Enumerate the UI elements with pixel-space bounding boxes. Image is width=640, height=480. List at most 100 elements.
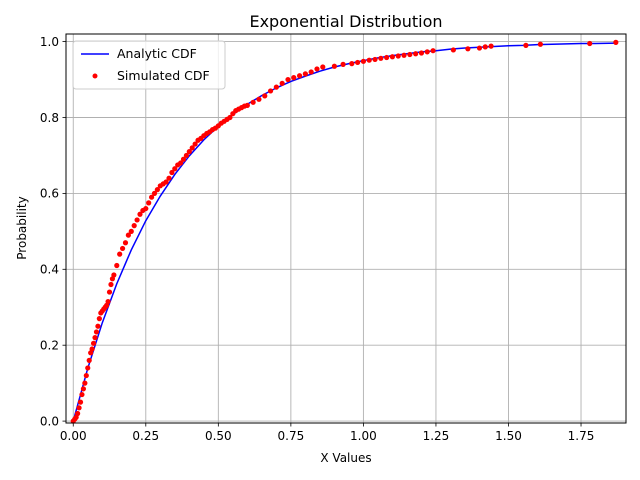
simulated-cdf-point — [146, 200, 152, 206]
simulated-cdf-point — [360, 58, 367, 64]
legend: Analytic CDF Simulated CDF — [72, 40, 226, 90]
simulated-cdf-point — [378, 55, 384, 61]
simulated-cdf-point — [418, 50, 425, 56]
simulated-cdf-point — [488, 43, 494, 49]
x-tick-label: 1.25 — [423, 429, 450, 443]
simulated-cdf-point — [372, 56, 378, 63]
simulated-cdf-point — [355, 59, 361, 66]
y-axis-ticks: 0.0 0.2 0.4 0.6 0.8 1.0 — [40, 35, 66, 428]
simulated-cdf-point — [85, 365, 91, 371]
simulated-cdf-point — [114, 262, 120, 269]
simulated-cdf-point — [384, 54, 390, 61]
simulated-cdf-point — [407, 51, 413, 58]
x-axis-label: X Values — [320, 451, 371, 465]
simulated-cdf-point — [83, 372, 89, 379]
simulated-cdf-point — [131, 223, 137, 229]
simulated-cdf-point — [82, 380, 88, 386]
legend-simulated-label: Simulated CDF — [117, 68, 210, 83]
simulated-cdf-point — [424, 49, 430, 55]
simulated-cdf-point — [401, 52, 407, 58]
x-tick-label: 0.50 — [205, 429, 232, 443]
simulated-cdf-point — [92, 335, 98, 341]
simulated-cdf-point — [77, 399, 84, 405]
legend-simulated-swatch — [92, 73, 98, 79]
simulated-cdf-point — [105, 298, 111, 305]
grid — [66, 34, 626, 423]
simulated-cdf-point — [482, 44, 488, 50]
simulated-cdf-point — [86, 357, 92, 363]
simulated-cdf-point — [476, 45, 483, 51]
x-tick-label: 1.50 — [495, 429, 522, 443]
simulated-cdf-point — [349, 61, 355, 67]
plot-content — [70, 39, 619, 424]
simulated-cdf-point — [93, 329, 100, 335]
simulated-cdf-point — [523, 42, 529, 48]
x-tick-label: 0.75 — [278, 429, 305, 443]
simulated-cdf-point — [180, 156, 187, 162]
y-axis-label: Probability — [15, 196, 29, 259]
simulated-cdf-point — [183, 152, 190, 159]
legend-box — [72, 40, 226, 90]
simulated-cdf-point — [291, 75, 297, 81]
simulated-cdf-point — [256, 96, 262, 102]
simulated-cdf-point — [125, 232, 131, 238]
simulated-cdf-point — [117, 251, 123, 257]
legend-analytic-label: Analytic CDF — [117, 46, 197, 61]
simulated-cdf-point — [314, 66, 320, 72]
simulated-cdf-point — [96, 316, 102, 322]
y-tick-label: 0.6 — [40, 187, 59, 201]
simulated-cdf-point — [90, 340, 97, 346]
y-tick-label: 0.4 — [40, 263, 59, 277]
simulated-cdf-point — [250, 99, 256, 105]
simulated-cdf-point — [79, 391, 85, 398]
x-tick-label: 1.75 — [568, 429, 595, 443]
simulated-cdf-point — [389, 54, 396, 60]
x-tick-label: 0.00 — [60, 429, 87, 443]
simulated-cdf-point — [189, 145, 195, 151]
simulated-cdf-point — [395, 53, 401, 59]
simulated-cdf-point — [450, 47, 456, 53]
chart-title: Exponential Distribution — [249, 12, 442, 31]
simulated-cdf-point — [106, 289, 113, 295]
simulated-cdf-point — [169, 169, 175, 176]
x-tick-label: 0.25 — [132, 429, 159, 443]
simulated-cdf-point — [149, 194, 155, 200]
y-tick-label: 0.8 — [40, 111, 59, 125]
simulated-cdf-point — [151, 190, 158, 196]
simulated-cdf-point — [308, 69, 314, 75]
simulated-cdf-point — [537, 41, 544, 47]
simulated-cdf-point — [267, 88, 274, 94]
simulated-cdf-point — [302, 71, 308, 77]
simulated-cdf-point — [413, 51, 419, 57]
simulated-cdf-point — [89, 346, 95, 352]
simulated-cdf-point — [262, 93, 268, 99]
y-tick-label: 0.0 — [40, 414, 59, 428]
simulated-cdf-point — [227, 114, 233, 121]
simulated-cdf-point — [137, 211, 143, 217]
simulated-cdf-point — [163, 179, 169, 185]
simulated-cdf-point — [340, 61, 346, 67]
simulated-cdf-point — [331, 63, 337, 69]
simulated-cdf-point — [273, 84, 279, 90]
simulated-cdf-point — [95, 323, 101, 329]
simulated-cdf-point — [320, 64, 326, 70]
simulated-cdf-point — [178, 160, 184, 166]
simulated-cdf-point — [285, 76, 291, 83]
simulated-cdf-point — [186, 149, 192, 155]
simulated-cdf-point — [172, 166, 178, 172]
simulated-cdf-point — [192, 141, 198, 147]
x-axis-ticks: 0.00 0.25 0.50 0.75 1.00 1.25 1.50 1.75 — [60, 423, 594, 443]
simulated-cdf-point — [279, 80, 285, 86]
plot-frame — [65, 33, 627, 424]
simulated-cdf-point — [244, 102, 250, 108]
y-tick-label: 0.2 — [40, 339, 59, 353]
simulated-cdf-point — [75, 410, 81, 417]
simulated-cdf-point — [119, 245, 126, 252]
simulated-cdf-point — [122, 240, 129, 246]
simulated-cdf-point — [613, 39, 619, 45]
simulated-cdf-point — [143, 205, 149, 212]
y-tick-label: 1.0 — [40, 35, 59, 49]
simulated-cdf-point — [76, 405, 82, 411]
simulated-cdf-point — [134, 217, 140, 223]
simulated-cdf-point — [128, 228, 134, 234]
